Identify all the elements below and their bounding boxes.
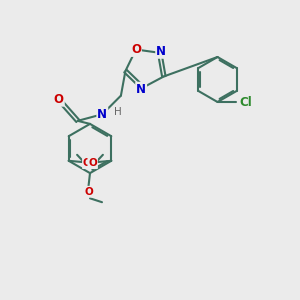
Text: N: N — [136, 83, 146, 96]
Text: O: O — [54, 93, 64, 106]
Text: O: O — [83, 158, 92, 168]
Text: H: H — [114, 107, 122, 117]
Text: O: O — [131, 43, 141, 56]
Text: O: O — [88, 158, 97, 168]
Text: N: N — [97, 108, 107, 121]
Text: Cl: Cl — [240, 95, 252, 109]
Text: O: O — [84, 187, 93, 197]
Text: N: N — [156, 45, 166, 58]
